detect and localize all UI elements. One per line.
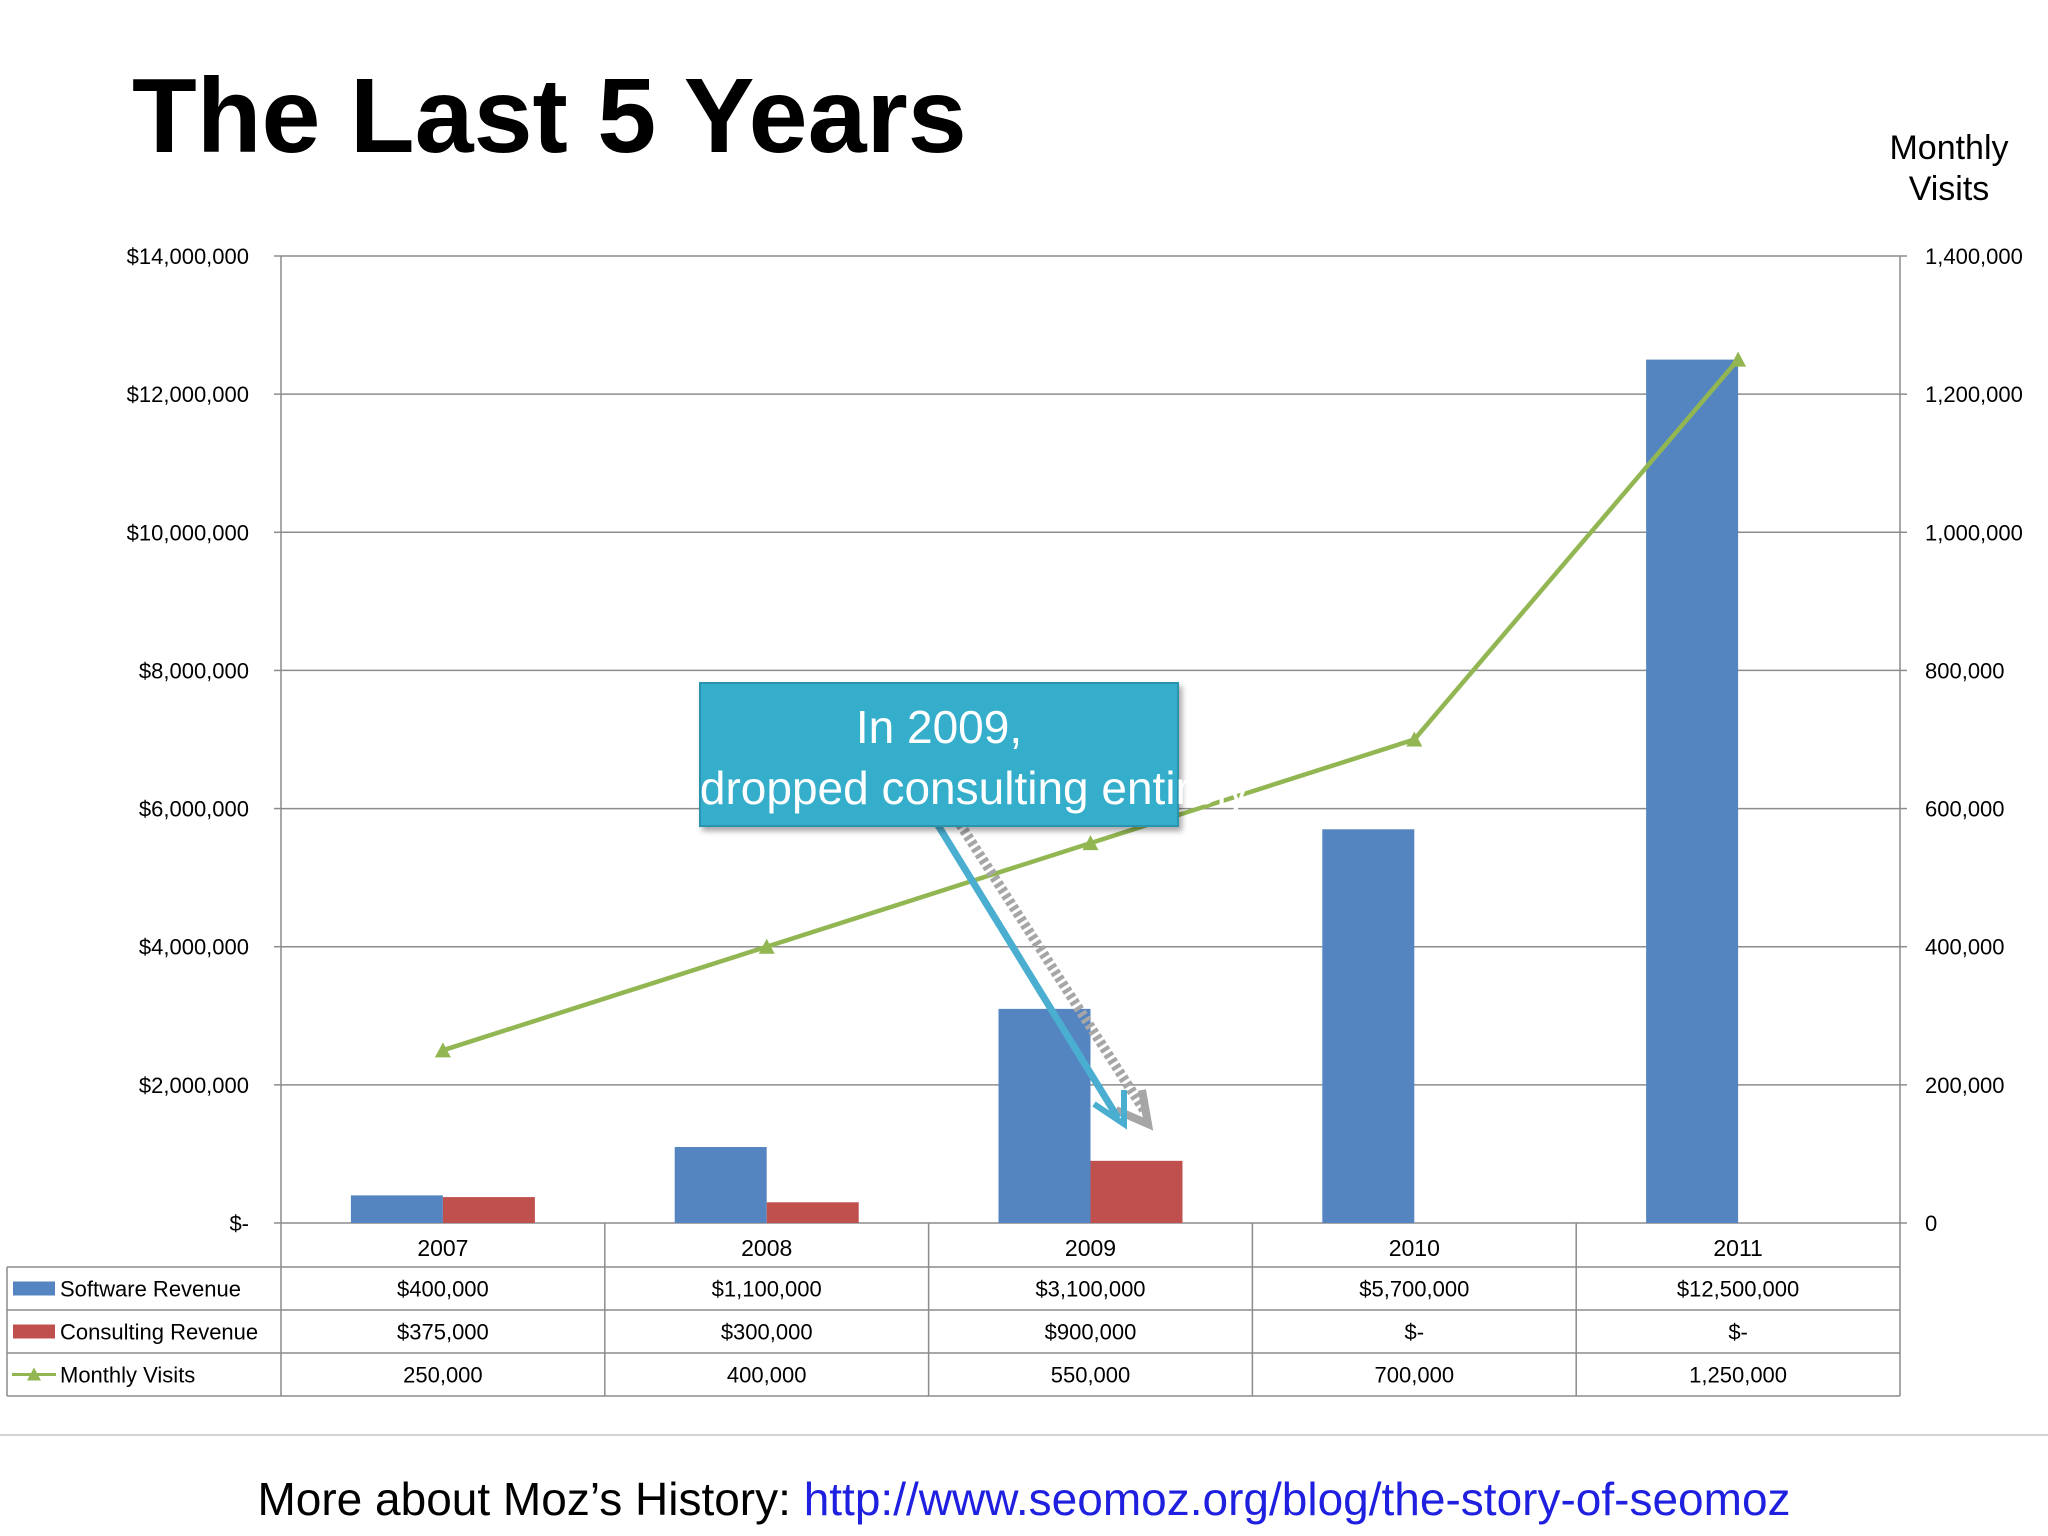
bars-layer [350,359,1739,1223]
callout-text-line-1: In 2009, [856,701,1022,753]
table-cell-value: 400,000 [727,1363,807,1388]
right-tick-label: 200,000 [1925,1073,2005,1098]
visits-line-layer [434,351,1747,1058]
series-name: Consulting Revenue [60,1320,258,1345]
consulting-revenue-bar [1090,1160,1183,1223]
monthly-visits-marker [758,938,775,954]
table-cell-value: $3,100,000 [1035,1277,1145,1302]
table-cell-value: $400,000 [397,1277,489,1302]
left-tick-label: $14,000,000 [127,244,249,269]
right-tick-label: 600,000 [1925,797,2005,822]
software-revenue-bar [998,1008,1091,1223]
callout-arrow-gray-shaft [955,821,1149,1113]
footer-link[interactable]: http://www.seomoz.org/blog/the-story-of-… [803,1473,1791,1525]
data-table: 2007 2008 2009 2010 2011 Software Revenue $400… [6,1222,1901,1397]
monthly-visits-marker [1082,835,1099,851]
table-cell-value: $900,000 [1045,1320,1137,1345]
callout-arrow-blue-shaft [933,820,1121,1120]
slide-title: The Last 5 Years [132,57,967,175]
right-axis-title: Monthly Visits [1889,129,2009,208]
callout-arrow-blue-head [1092,1090,1127,1130]
table-cell-value: 700,000 [1375,1363,1455,1388]
left-tick-label: $8,000,000 [139,658,249,683]
left-tick-label: $2,000,000 [139,1073,249,1098]
consulting-revenue-bar [766,1202,859,1223]
right-tick-label: 800,000 [1925,658,2005,683]
table-cell-value: $- [1405,1320,1425,1345]
left-tick-label: $- [229,1211,249,1236]
table-cell-value: $300,000 [721,1320,813,1345]
monthly-visits-marker [1406,731,1423,747]
monthly-visits-marker [1730,351,1747,367]
consulting-revenue-bar [442,1197,535,1223]
category-label: 2010 [1389,1235,1440,1261]
category-label: 2011 [1713,1235,1762,1261]
software-revenue-bar [1646,359,1739,1223]
callout-text-line-2: we dropped consulting entirely [627,762,1249,814]
legend-key-swatch [13,1324,55,1339]
series-name: Software Revenue [60,1277,241,1302]
right-tick-label: 1,400,000 [1925,244,2023,269]
table-cell-value: $1,100,000 [712,1277,822,1302]
callout-box [699,682,1179,827]
legend-key-marker [27,1367,41,1381]
table-cell-value: $375,000 [397,1320,489,1345]
right-tick-label: 1,000,000 [1925,520,2023,545]
table-cell-value: 250,000 [403,1363,483,1388]
table-cell-value: $12,500,000 [1677,1277,1799,1302]
monthly-visits-marker [434,1042,451,1058]
table-cell-value: $5,700,000 [1359,1277,1469,1302]
callout-annotation: In 2009, we dropped consulting entirely [627,682,1250,1131]
category-label: 2008 [741,1235,792,1261]
table-cell-value: $- [1728,1320,1748,1345]
right-tick-label: 400,000 [1925,935,2005,960]
table-cell-value: 550,000 [1051,1363,1131,1388]
right-tick-label: 1,200,000 [1925,382,2023,407]
table-cell-value: 1,250,000 [1689,1363,1787,1388]
category-label: 2007 [417,1235,468,1261]
footer-divider [0,1434,2048,1436]
left-tick-label: $4,000,000 [139,935,249,960]
footer: More about Moz’s History: http://www.seo… [0,1472,2048,1526]
software-revenue-bar [350,1195,443,1223]
legend-key-swatch [13,1281,55,1296]
software-revenue-bar [1322,829,1415,1223]
left-tick-label: $12,000,000 [127,382,249,407]
left-tick-label: $10,000,000 [127,520,249,545]
series-name: Monthly Visits [60,1363,195,1388]
chart: $- 0 $2,000,000 200,000 $4,000,000 400,000 $6,… [6,244,2023,1397]
right-tick-label: 0 [1925,1211,1937,1236]
grid-layer: $- 0 $2,000,000 200,000 $4,000,000 400,000 $6,… [127,244,2023,1236]
footer-text: More about Moz’s History: [257,1473,791,1525]
left-tick-label: $6,000,000 [139,797,249,822]
software-revenue-bar [674,1147,767,1223]
category-label: 2009 [1065,1235,1116,1261]
